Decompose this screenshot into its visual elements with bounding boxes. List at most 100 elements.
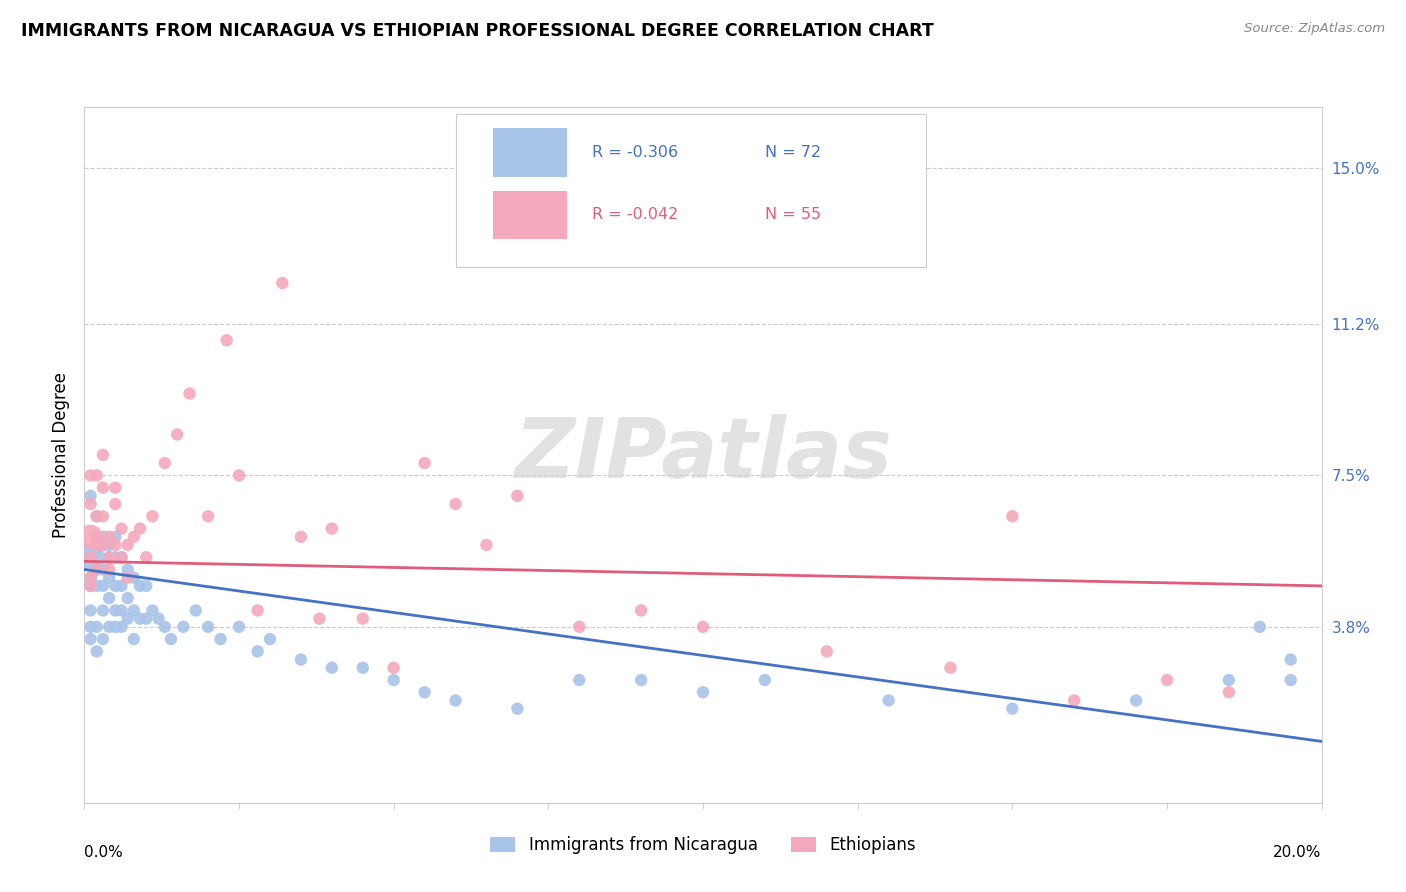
Point (197, 509, 219, 524)
Legend: Immigrants from Nicaragua, Ethiopians: Immigrants from Nicaragua, Ethiopians (484, 830, 922, 861)
Point (104, 603, 127, 617)
Point (110, 522, 132, 536)
Text: IMMIGRANTS FROM NICARAGUA VS ETHIOPIAN PROFESSIONAL DEGREE CORRELATION CHART: IMMIGRANTS FROM NICARAGUA VS ETHIOPIAN P… (21, 22, 934, 40)
Point (104, 550, 127, 565)
Point (122, 571, 145, 585)
Point (79, 468, 101, 483)
Point (148, 612, 170, 626)
Point (98, 530, 121, 544)
Point (1249, 620, 1271, 634)
FancyBboxPatch shape (456, 114, 925, 267)
Point (179, 386, 201, 401)
Text: 20.0%: 20.0% (1274, 845, 1322, 860)
Point (413, 685, 436, 699)
Point (91, 530, 114, 544)
Point (91, 509, 114, 524)
Point (98, 620, 121, 634)
Point (122, 530, 145, 544)
Point (246, 644, 269, 658)
Text: ZIPatlas: ZIPatlas (515, 415, 891, 495)
Point (91, 481, 114, 495)
Point (1279, 673, 1302, 687)
Point (129, 579, 152, 593)
Point (197, 620, 219, 634)
Point (475, 538, 498, 552)
Point (382, 661, 405, 675)
Point (98, 571, 121, 585)
Point (209, 632, 232, 646)
Point (79, 579, 101, 593)
Point (413, 456, 436, 470)
Point (117, 538, 139, 552)
Point (271, 276, 294, 290)
Point (91, 579, 114, 593)
Point (79, 497, 101, 511)
Point (86, 620, 108, 634)
Point (290, 530, 312, 544)
Point (1063, 693, 1085, 707)
Point (308, 612, 330, 626)
Point (506, 701, 529, 715)
Point (444, 497, 467, 511)
Text: R = -0.306: R = -0.306 (592, 145, 678, 160)
Point (352, 612, 374, 626)
Point (141, 603, 163, 617)
Point (1001, 509, 1024, 524)
Point (117, 612, 139, 626)
Point (1156, 673, 1178, 687)
Point (692, 620, 714, 634)
Point (1001, 701, 1024, 715)
Point (117, 562, 139, 576)
Point (104, 497, 127, 511)
Point (754, 673, 776, 687)
Point (91, 448, 114, 462)
Point (1218, 673, 1240, 687)
Point (91, 538, 114, 552)
Point (91, 538, 114, 552)
Point (122, 603, 145, 617)
Point (86, 579, 108, 593)
Point (172, 620, 194, 634)
Point (98, 562, 121, 576)
Text: Source: ZipAtlas.com: Source: ZipAtlas.com (1244, 22, 1385, 36)
Point (290, 652, 312, 666)
Point (104, 620, 127, 634)
Point (79, 603, 101, 617)
Point (129, 612, 152, 626)
Point (153, 620, 176, 634)
Point (104, 481, 127, 495)
Point (86, 530, 108, 544)
Point (877, 693, 900, 707)
Point (228, 468, 250, 483)
Point (228, 620, 250, 634)
Point (259, 632, 281, 646)
Point (815, 644, 838, 658)
Point (86, 538, 108, 552)
FancyBboxPatch shape (492, 191, 567, 239)
Point (153, 456, 176, 470)
Point (86, 562, 108, 576)
Text: N = 72: N = 72 (765, 145, 821, 160)
Point (117, 571, 139, 585)
Point (1279, 652, 1302, 666)
Point (79, 632, 101, 646)
Point (1218, 685, 1240, 699)
Point (86, 509, 108, 524)
Point (98, 591, 121, 606)
Point (98, 550, 121, 565)
Text: N = 55: N = 55 (765, 207, 821, 222)
Point (104, 530, 127, 544)
Point (135, 579, 157, 593)
Point (129, 522, 152, 536)
Point (79, 571, 101, 585)
Point (79, 489, 101, 503)
Point (321, 661, 343, 675)
Point (86, 538, 108, 552)
Point (79, 530, 101, 544)
Point (135, 612, 157, 626)
Point (692, 685, 714, 699)
Point (160, 632, 183, 646)
Point (79, 550, 101, 565)
Point (568, 620, 591, 634)
Point (79, 550, 101, 565)
